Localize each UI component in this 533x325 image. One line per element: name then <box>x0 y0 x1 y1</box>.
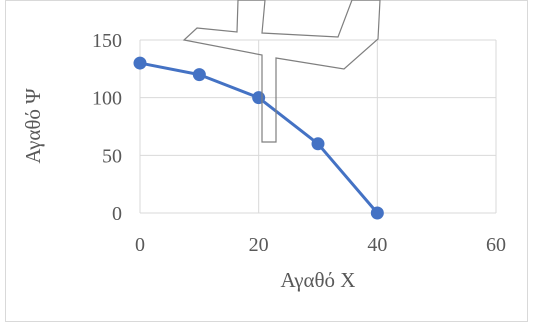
y-axis-title: Αγαθό Ψ <box>21 88 45 164</box>
x-axis-title: Αγαθό X <box>281 268 356 292</box>
x-tick-label: 40 <box>367 234 387 256</box>
x-tick-label: 20 <box>249 234 269 256</box>
data-point[interactable] <box>252 91 266 105</box>
data-point[interactable] <box>311 137 325 151</box>
x-tick-label: 0 <box>135 234 145 256</box>
y-tick-label: 0 <box>112 203 122 225</box>
x-tick-label: 60 <box>486 234 506 256</box>
y-tick-label: 50 <box>102 145 122 167</box>
grid <box>139 39 497 214</box>
data-point[interactable] <box>192 68 206 82</box>
data-point[interactable] <box>370 206 384 220</box>
tick-labels: 0 50 100 150 0 20 40 60 <box>92 30 506 256</box>
data-point[interactable] <box>133 56 147 70</box>
chart-area[interactable] <box>5 0 528 322</box>
close-icon <box>182 0 381 143</box>
y-tick-label: 100 <box>92 88 122 110</box>
y-tick-label: 150 <box>92 30 122 52</box>
